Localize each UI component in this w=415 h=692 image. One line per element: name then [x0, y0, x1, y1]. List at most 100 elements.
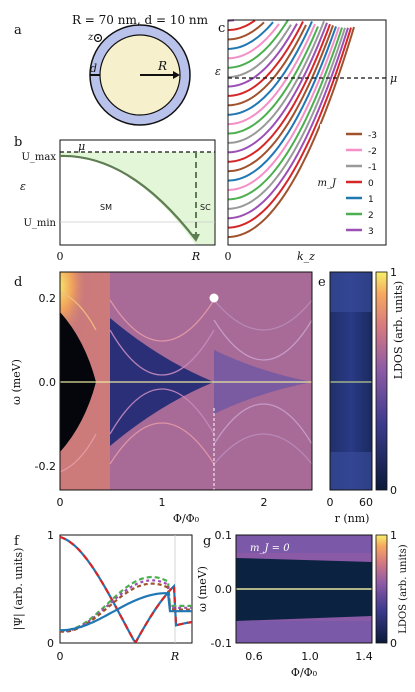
legend-entry: 0 — [368, 179, 374, 189]
wavefunction-curve — [59, 575, 192, 632]
panel-g-ytick-0: 0.1 — [215, 529, 233, 542]
panel-f-ytick-0: 0 — [47, 637, 54, 650]
panel-c-xtick-0: 0 — [225, 250, 232, 263]
panel-d-xtick-2: 2 — [261, 496, 268, 509]
panel-f-xtick-0: 0 — [57, 650, 64, 663]
panel-c-label: c — [218, 21, 225, 36]
band-curve — [227, 23, 298, 88]
panel-d-ytick-1: 0.0 — [39, 376, 57, 389]
panel-e-xtick-0: 0 — [327, 496, 334, 509]
panel-b-frame — [59, 139, 216, 246]
band-curve — [227, 19, 289, 69]
legend-title: m_J — [318, 178, 337, 189]
wavefunction-curve — [59, 579, 192, 633]
band-curve — [227, 24, 307, 107]
panel-g-xlabel: Φ/Φ₀ — [291, 666, 318, 679]
radius-arrowhead — [173, 71, 180, 79]
legend-entry: 2 — [368, 211, 374, 221]
legend-entry: -1 — [368, 163, 377, 173]
sm-label: SM — [100, 203, 112, 212]
band-curve — [227, 26, 319, 135]
band-curve — [227, 27, 352, 229]
panel-g-ytick-1: 0.0 — [215, 583, 233, 596]
colorbar-g — [375, 534, 388, 644]
panel-d-xlabel: Φ/Φ₀ — [173, 512, 200, 525]
legend-entry: 1 — [368, 195, 374, 205]
legend-box — [320, 124, 380, 236]
panel-f-label: f — [14, 534, 20, 549]
umin-label: U_min — [23, 218, 56, 229]
panel-a-label: a — [14, 23, 22, 38]
band-curve — [227, 23, 331, 163]
panel-b-xtick-r: R — [191, 250, 200, 263]
panel-g-label: g — [203, 534, 211, 549]
panel-g-xtick-1: 1.0 — [301, 650, 319, 663]
sc-label: SC — [200, 203, 211, 212]
panel-d-ytick-2: -0.2 — [35, 460, 56, 473]
wavefunctions — [59, 535, 193, 644]
wavefunction-curve — [59, 592, 192, 632]
ldos-arc — [109, 388, 215, 435]
panel-d-frame — [59, 271, 313, 491]
ldos-arc — [59, 291, 97, 331]
band-structure — [227, 19, 355, 238]
colorbar-g-tick-1: 1 — [390, 529, 397, 542]
panel-f-xtick-r: R — [170, 650, 179, 663]
ldos-arc — [109, 422, 215, 465]
colorbar-g-tick-0: 0 — [390, 637, 397, 650]
radius-label: R — [157, 59, 167, 73]
band-curve — [227, 23, 316, 126]
ldos-arc — [213, 433, 313, 465]
band-curve — [227, 27, 349, 220]
band-curve — [227, 24, 292, 79]
band-curve — [227, 21, 304, 97]
band-curve — [227, 20, 325, 144]
wavefunction-curve — [59, 535, 193, 644]
panel-d-xtick-0: 0 — [57, 496, 64, 509]
band-curve — [227, 19, 256, 32]
panel-b: b μ U_max U_min ε SM SC 0 R — [14, 135, 216, 263]
panel-d-xtick-1: 1 — [159, 496, 166, 509]
panel-g-xtick-2: 1.4 — [355, 650, 373, 663]
panel-f-ytick-1: 1 — [47, 529, 54, 542]
panel-b-label: b — [14, 135, 22, 150]
panel-f: f |Ψ| (arb. units) 1 0 0 R — [12, 529, 193, 663]
panel-g-frame — [235, 534, 373, 644]
band-curve — [227, 25, 334, 173]
band-curve — [227, 22, 328, 154]
shell-label: d — [90, 62, 97, 75]
panel-e-xlabel: r (nm) — [335, 512, 370, 525]
colorbar-d-label: LDOS (arb. units) — [392, 281, 405, 379]
panel-d-ytick-0: 0.2 — [39, 292, 57, 305]
colorbar-g-label: LDOS (arb. units) — [398, 544, 409, 634]
panel-f-frame — [59, 534, 193, 644]
band-curve — [227, 21, 274, 50]
panel-e-label: e — [318, 275, 326, 290]
panel-g-ylabel: ω (meV) — [196, 566, 209, 612]
panel-g-annotation: m_J = 0 — [250, 543, 290, 554]
mu-label-c: μ — [390, 72, 397, 85]
panel-g: g m_J = 0 ω (meV) 0.1 0.0 -0.1 0.6 1.0 1… — [196, 529, 409, 679]
panel-e-frame — [329, 271, 373, 491]
sc-region-fill — [60, 152, 215, 245]
panel-g-xtick-0: 0.6 — [245, 650, 263, 663]
panel-c-ylabel: ε — [215, 65, 221, 78]
panel-a: a R = 70 nm, d = 10 nm R d z — [14, 13, 209, 126]
colorbar-d-tick-1: 1 — [390, 266, 397, 279]
panel-c: c μ ε 0 k_z m_J -3 -2 -1 0 1 2 3 — [215, 19, 397, 263]
panel-g-ytick-2: -0.1 — [211, 637, 232, 650]
ldos-arc — [213, 319, 313, 361]
panel-c-frame — [227, 19, 387, 246]
panel-b-ylabel: ε — [20, 180, 26, 193]
band-curve — [227, 21, 265, 41]
legend: -3 -2 -1 0 1 2 3 — [346, 131, 377, 237]
cut-point-marker — [209, 293, 219, 303]
band-curve — [227, 27, 343, 201]
panel-a-title: R = 70 nm, d = 10 nm — [72, 13, 209, 27]
band-curve — [227, 20, 313, 116]
colorbar-d — [375, 271, 388, 491]
ldos-arc — [213, 403, 313, 445]
ldos-arc — [59, 433, 97, 473]
panel-d: d ω (meV) 0.2 0.0 -0.2 0 1 2 Φ/Φ₀ — [10, 271, 313, 525]
